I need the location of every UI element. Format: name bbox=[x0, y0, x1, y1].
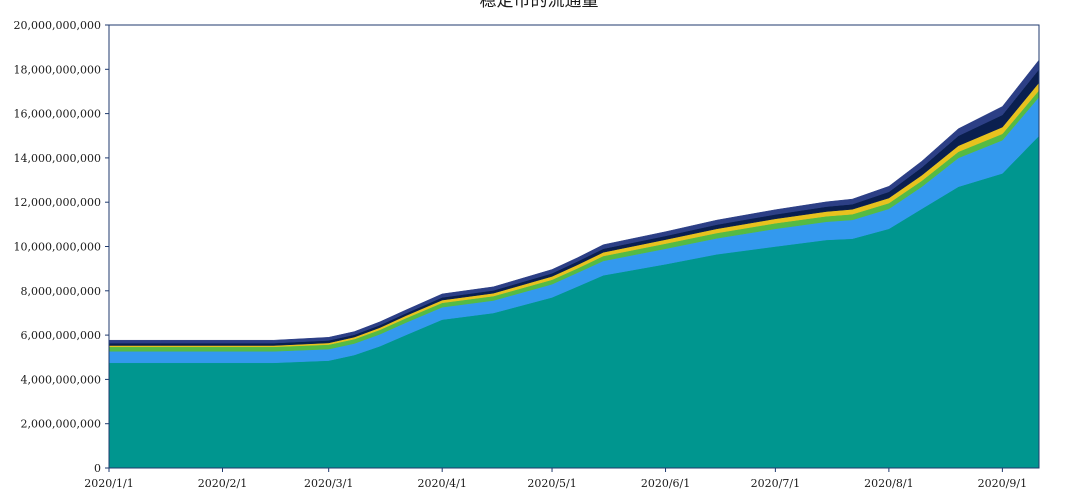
area-layers bbox=[108, 59, 1040, 469]
y-tick-label: 12,000,000,000 bbox=[14, 196, 101, 209]
y-tick-label: 20,000,000,000 bbox=[14, 19, 101, 32]
x-axis: 2020/1/1 2020/2/1 2020/3/1 2020/4/1 2020/5/1… bbox=[84, 468, 1027, 490]
y-tick-label: 6,000,000,000 bbox=[21, 329, 101, 342]
y-tick-label: 16,000,000,000 bbox=[14, 108, 101, 121]
y-tick-label: 18,000,000,000 bbox=[14, 63, 101, 76]
y-tick-label: 8,000,000,000 bbox=[21, 285, 101, 298]
x-tick-label: 2020/9/1 bbox=[978, 477, 1027, 490]
x-tick-label: 2020/8/1 bbox=[864, 477, 913, 490]
y-tick-label: 2,000,000,000 bbox=[21, 418, 101, 431]
y-tick-label: 10,000,000,000 bbox=[14, 241, 101, 254]
x-tick-label: 2020/2/1 bbox=[198, 477, 247, 490]
x-tick-label: 2020/1/1 bbox=[84, 477, 133, 490]
chart-title: 稳定币的流通量 bbox=[480, 0, 599, 11]
y-tick-label: 4,000,000,000 bbox=[21, 373, 101, 386]
y-axis: 0 2,000,000,000 4,000,000,000 6,000,000,000… bbox=[14, 19, 109, 475]
x-tick-label: 2020/5/1 bbox=[527, 477, 576, 490]
x-tick-label: 2020/3/1 bbox=[304, 477, 353, 490]
x-tick-label: 2020/6/1 bbox=[641, 477, 690, 490]
x-tick-label: 2020/7/1 bbox=[751, 477, 800, 490]
x-tick-label: 2020/4/1 bbox=[417, 477, 466, 490]
y-tick-label: 0 bbox=[94, 462, 101, 475]
y-tick-label: 14,000,000,000 bbox=[14, 152, 101, 165]
